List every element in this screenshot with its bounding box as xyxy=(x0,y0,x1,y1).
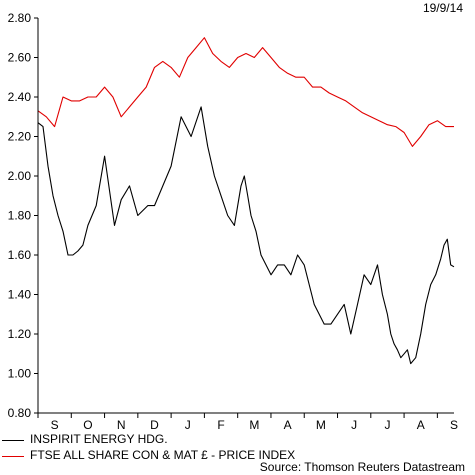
series-line-2 xyxy=(37,37,454,147)
y-tick-label: 2.00 xyxy=(8,169,32,183)
series-lines xyxy=(37,37,455,365)
chart-date: 19/9/14 xyxy=(422,1,463,15)
x-tick-label: A xyxy=(417,418,425,432)
x-tick-label: D xyxy=(150,418,159,432)
x-tick-label: O xyxy=(83,418,92,432)
x-tick-label: F xyxy=(217,418,224,432)
legend-swatch-series-1 xyxy=(2,440,24,441)
legend-label-series-2: FTSE ALL SHARE CON & MAT £ - PRICE INDEX xyxy=(30,448,296,462)
x-tick-label: J xyxy=(185,418,191,432)
series-line-1 xyxy=(37,106,455,365)
x-tick-label: N xyxy=(117,418,126,432)
source-note: Source: Thomson Reuters Datastream xyxy=(259,460,465,474)
y-tick-label: 2.80 xyxy=(8,11,32,25)
x-tick-label: M xyxy=(316,418,326,432)
y-tick-label: 1.20 xyxy=(8,327,32,341)
y-tick-label: 2.40 xyxy=(8,90,32,104)
y-tick-label: 2.20 xyxy=(8,130,32,144)
x-tick-label: S xyxy=(450,418,458,432)
x-tick-label: S xyxy=(51,418,59,432)
y-tick-label: 0.80 xyxy=(8,406,32,420)
x-tick-label: J xyxy=(384,418,390,432)
x-tick-label: J xyxy=(351,418,357,432)
y-axis-ticks: 0.80 1.00 1.20 1.40 1.60 1.80 2.00 2.20 2.40 2.60… xyxy=(8,11,38,420)
x-tick-label: A xyxy=(284,418,292,432)
y-tick-label: 1.60 xyxy=(8,248,32,262)
legend-swatch-series-2 xyxy=(2,456,24,457)
y-tick-label: 2.60 xyxy=(8,51,32,65)
y-tick-label: 1.40 xyxy=(8,288,32,302)
y-tick-label: 1.00 xyxy=(8,367,32,381)
y-tick-label: 1.80 xyxy=(8,209,32,223)
legend-label-series-1: INSPIRIT ENERGY HDG. xyxy=(30,432,168,446)
x-tick-label: M xyxy=(249,418,259,432)
